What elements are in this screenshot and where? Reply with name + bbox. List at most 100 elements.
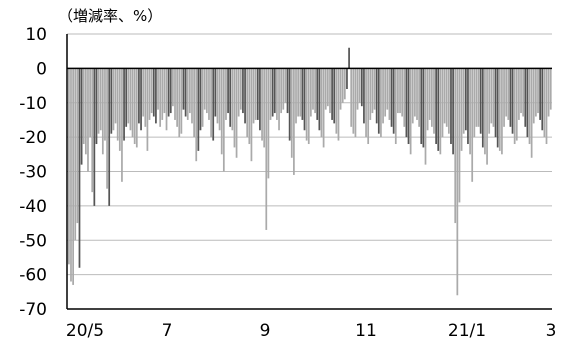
- bar: [473, 68, 476, 138]
- bar: [278, 68, 280, 131]
- bar: [78, 68, 81, 268]
- bars: [68, 47, 552, 296]
- bar: [267, 68, 270, 179]
- bar: [464, 68, 467, 131]
- bar: [333, 68, 336, 124]
- bar: [242, 68, 244, 114]
- bar: [167, 68, 170, 117]
- bar: [462, 68, 465, 134]
- x-tick-labels: 20/5 7 9 11 21/1 3: [66, 321, 557, 341]
- bar: [246, 68, 249, 138]
- bar: [222, 68, 225, 172]
- bar: [244, 68, 246, 124]
- y-tick-label: 10: [25, 25, 47, 45]
- bar: [501, 68, 503, 155]
- bar: [231, 68, 234, 131]
- bar: [299, 68, 302, 117]
- bar: [498, 68, 501, 151]
- bar: [488, 68, 491, 134]
- bar: [297, 68, 299, 117]
- bar: [303, 68, 306, 131]
- bar: [295, 68, 297, 124]
- bar: [263, 68, 266, 148]
- bar: [159, 68, 162, 127]
- bar: [335, 68, 338, 134]
- bar: [114, 68, 117, 124]
- y-tick-label: 0: [36, 59, 47, 79]
- bar: [433, 68, 435, 134]
- bar: [146, 68, 149, 151]
- bar: [312, 68, 314, 110]
- bar: [411, 68, 414, 124]
- bar: [250, 68, 253, 162]
- bar: [475, 68, 478, 127]
- bar: [116, 68, 119, 141]
- bar: [367, 68, 370, 145]
- bar: [225, 68, 227, 120]
- bar: [140, 68, 142, 131]
- bar: [163, 68, 166, 114]
- bar: [399, 68, 401, 114]
- bar: [382, 68, 384, 124]
- bar: [252, 68, 255, 124]
- bar: [220, 68, 223, 155]
- bar: [409, 68, 412, 155]
- bar: [307, 68, 310, 145]
- bar: [484, 68, 486, 155]
- bar: [301, 68, 304, 120]
- bar: [326, 68, 329, 107]
- bar: [456, 68, 459, 296]
- bar: [290, 68, 293, 158]
- bar: [80, 68, 83, 165]
- bar: [199, 68, 202, 131]
- bar: [121, 68, 123, 182]
- bar: [133, 68, 136, 145]
- bar: [447, 68, 450, 134]
- bar: [524, 68, 527, 127]
- bar: [152, 68, 155, 117]
- bar: [112, 68, 115, 131]
- x-tick-label: 21/1: [448, 321, 486, 341]
- bar: [490, 68, 493, 124]
- bar: [218, 68, 221, 131]
- bar: [129, 68, 132, 131]
- bar: [354, 68, 357, 138]
- bar: [481, 68, 484, 148]
- bar: [365, 68, 367, 138]
- bar: [441, 68, 444, 138]
- bar: [346, 68, 348, 90]
- bar: [293, 68, 295, 175]
- axes: [66, 34, 552, 310]
- bar: [358, 68, 361, 103]
- bar: [528, 68, 531, 145]
- bar: [443, 68, 446, 124]
- bar: [210, 68, 212, 138]
- y-tick-label: -30: [19, 163, 47, 183]
- bar: [539, 68, 541, 120]
- bar: [390, 68, 393, 127]
- bar: [150, 68, 153, 114]
- bar: [227, 68, 229, 114]
- bar: [155, 68, 157, 124]
- bar: [193, 68, 195, 138]
- bar: [384, 68, 387, 117]
- bar: [503, 68, 505, 127]
- x-tick-label: 20/5: [66, 321, 104, 341]
- x-tick-label: 11: [355, 321, 377, 341]
- bar: [169, 68, 172, 114]
- bar: [161, 68, 164, 120]
- bar: [216, 68, 219, 124]
- bar: [269, 68, 272, 120]
- bar: [239, 68, 242, 110]
- bar: [454, 68, 457, 224]
- bar: [68, 68, 70, 265]
- bar: [273, 68, 276, 114]
- bar: [318, 68, 321, 131]
- bar: [276, 68, 278, 120]
- y-tick-label: -20: [19, 128, 47, 148]
- bar: [138, 68, 140, 124]
- bar: [118, 68, 121, 151]
- bar: [214, 68, 217, 117]
- bar: [537, 68, 539, 114]
- bar: [144, 68, 147, 127]
